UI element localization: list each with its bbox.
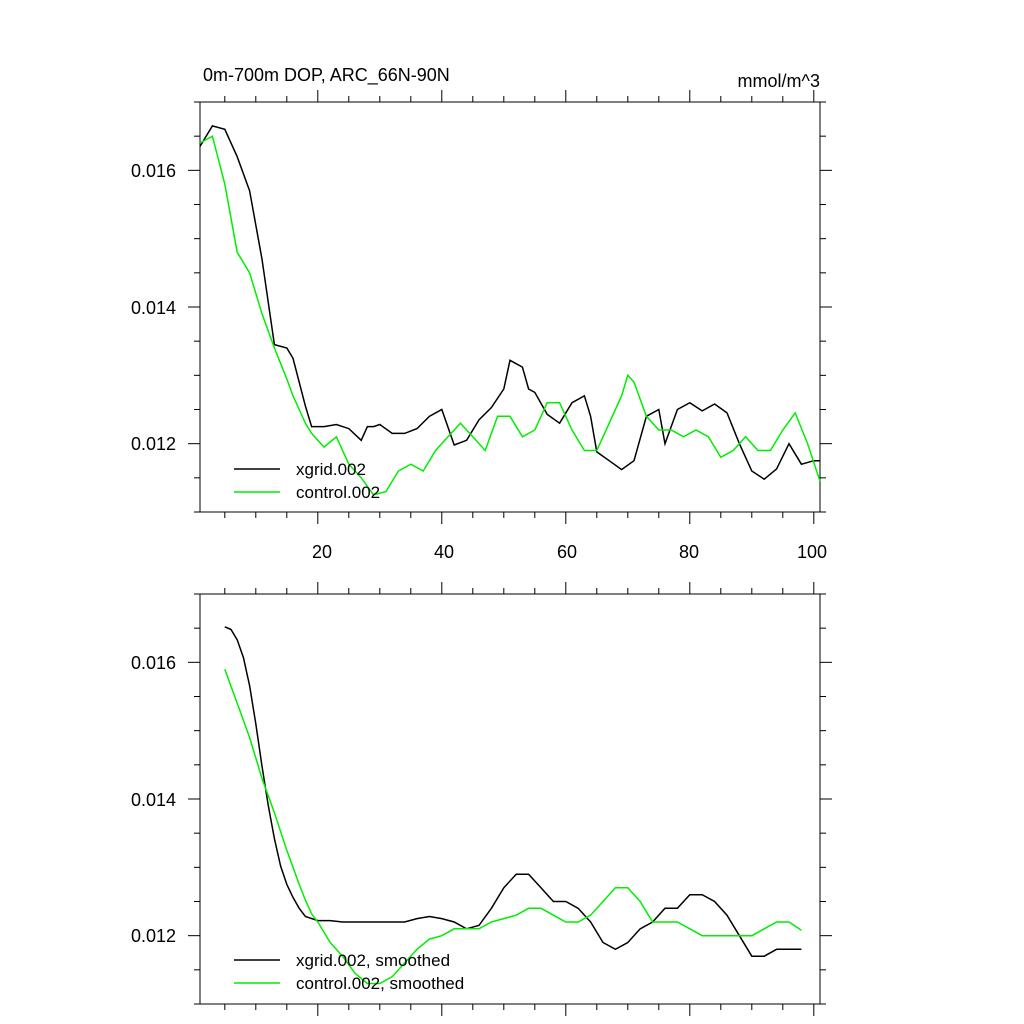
units-label: mmol/m^3 (738, 71, 820, 91)
x-tick-label: 20 (312, 542, 332, 562)
x-tick-label: 40 (434, 542, 454, 562)
y-tick-label: 0.014 (131, 298, 176, 318)
series-line-control-smoothed (224, 668, 802, 985)
y-tick-labels: 0.012 0.014 0.016 (131, 653, 176, 946)
legend: xgrid.002 control.002 (234, 460, 380, 502)
x-tick-label: 60 (557, 542, 577, 562)
chart-title: 0m-700m DOP, ARC_66N-90N (203, 65, 450, 86)
legend: xgrid.002, smoothed control.002, smoothe… (234, 951, 464, 993)
legend-label-control-smoothed: control.002, smoothed (296, 974, 464, 993)
plot-frame (199, 101, 821, 513)
y-tick-labels: 0.012 0.014 0.016 (131, 161, 176, 454)
bottom-panel: 0.012 0.014 0.016 xgrid.002, smoothed co… (131, 582, 832, 1016)
series-line-xgrid-smoothed (224, 626, 802, 957)
series-group (199, 125, 821, 496)
tick-marks (188, 582, 832, 1016)
y-tick-label: 0.014 (131, 790, 176, 810)
y-tick-label: 0.016 (131, 161, 176, 181)
series-line-control (199, 135, 821, 496)
x-tick-label: 100 (797, 542, 827, 562)
top-panel: 0m-700m DOP, ARC_66N-90N mmol/m^3 20 40 … (131, 65, 832, 562)
legend-label-xgrid-smoothed: xgrid.002, smoothed (296, 951, 450, 970)
series-group (224, 626, 802, 985)
legend-label-control: control.002 (296, 483, 380, 502)
x-tick-label: 80 (679, 542, 699, 562)
y-tick-label: 0.016 (131, 653, 176, 673)
y-tick-label: 0.012 (131, 434, 176, 454)
y-tick-label: 0.012 (131, 926, 176, 946)
tick-marks (188, 90, 832, 524)
x-tick-labels: 20 40 60 80 100 (312, 542, 827, 562)
plot-frame (199, 593, 821, 1005)
series-line-xgrid (199, 125, 820, 481)
legend-label-xgrid: xgrid.002 (296, 460, 366, 479)
